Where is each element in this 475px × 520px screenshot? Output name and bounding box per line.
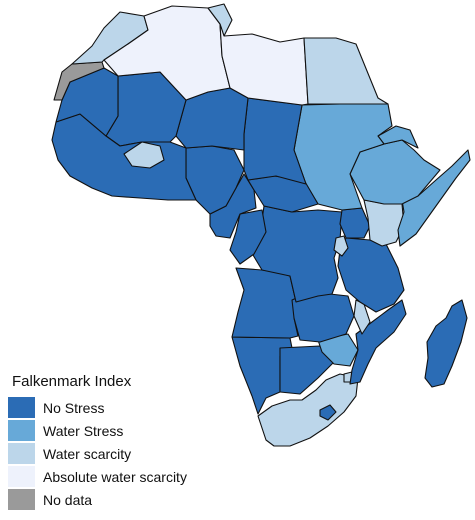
region-dr-congo	[249, 205, 343, 303]
region-somalia	[397, 149, 471, 247]
region-uganda	[339, 207, 371, 239]
region-namibia	[231, 336, 293, 415]
legend-swatch	[8, 489, 35, 510]
region-tunisia	[207, 3, 233, 37]
region-zimbabwe	[317, 333, 359, 367]
region-egypt	[303, 37, 389, 105]
region-angola	[231, 267, 299, 339]
region-rwanda-burundi	[333, 235, 349, 257]
legend-item-absolute-water-scarcity: Absolute water scarcity	[8, 465, 187, 488]
legend-swatch	[8, 397, 35, 418]
legend-label: Absolute water scarcity	[43, 468, 187, 485]
legend-label: Water Stress	[43, 422, 124, 439]
legend-label: No Stress	[43, 399, 105, 416]
region-congo	[229, 209, 267, 265]
map-legend: Falkenmark Index No Stress Water Stress …	[8, 372, 187, 511]
legend-label: Water scarcity	[43, 445, 132, 462]
region-burkina-faso	[123, 141, 165, 169]
legend-swatch	[8, 443, 35, 464]
region-west-africa-coast	[51, 113, 197, 201]
region-western-sahara	[53, 61, 105, 101]
region-mauritania	[55, 67, 119, 137]
region-lesotho	[319, 404, 337, 421]
legend-item-no-data: No data	[8, 488, 187, 511]
legend-label: No data	[43, 491, 93, 508]
legend-item-water-stress: Water Stress	[8, 419, 187, 442]
legend-swatch	[8, 466, 35, 487]
region-kenya	[363, 199, 405, 247]
region-madagascar	[424, 299, 468, 388]
legend-item-no-stress: No Stress	[8, 396, 187, 419]
legend-swatch	[8, 420, 35, 441]
region-zambia	[291, 293, 355, 343]
legend-title: Falkenmark Index	[12, 373, 132, 390]
region-mozambique	[349, 299, 407, 385]
legend-item-water-scarcity: Water scarcity	[8, 442, 187, 465]
